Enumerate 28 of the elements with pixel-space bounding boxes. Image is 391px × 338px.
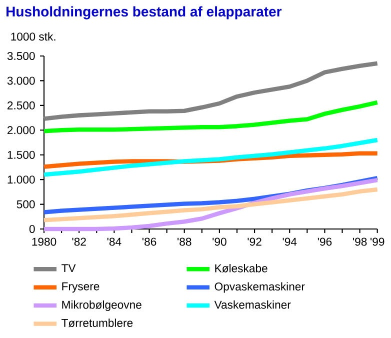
- x-tick-label: '99: [370, 238, 384, 246]
- x-tick-label: '92: [248, 238, 262, 246]
- y-tick-label: 3.500: [7, 52, 35, 60]
- legend-label: Mikrobølgeovne: [62, 300, 142, 311]
- x-tick-label: '88: [178, 238, 192, 246]
- y-tick-label: 1.000: [8, 176, 35, 184]
- y-tick-label: 3.000: [7, 76, 35, 85]
- chart-title: Husholdningernes bestand af elapparater: [6, 6, 282, 20]
- x-tick-label: '96: [318, 238, 332, 246]
- y-axis-title: 1000 stk.: [11, 32, 56, 41]
- legend-label: Tørretumblere: [62, 318, 133, 328]
- legend-label: Køleskabe: [215, 264, 268, 272]
- x-tick-label: '90: [212, 238, 226, 246]
- legend-label: Frysere: [62, 282, 100, 293]
- x-tick-label: '86: [142, 238, 156, 246]
- y-tick-label: 1.500: [8, 150, 35, 159]
- y-tick-label: 500: [16, 200, 35, 208]
- y-tick-label: 0: [29, 224, 35, 234]
- legend-label: Opvaskemaskiner: [214, 282, 305, 293]
- x-tick-label: '82: [72, 238, 86, 246]
- x-tick-label: '98: [353, 238, 367, 246]
- legend-label: Vaskemaskiner: [214, 300, 291, 309]
- y-tick-label: 2.500: [7, 101, 35, 110]
- x-tick-label: '94: [282, 238, 297, 246]
- x-tick-label: '84: [107, 238, 122, 246]
- x-tick-label: 1980: [32, 238, 56, 246]
- y-tick-label: 2.000: [7, 126, 35, 134]
- legend-label: TV: [62, 264, 76, 272]
